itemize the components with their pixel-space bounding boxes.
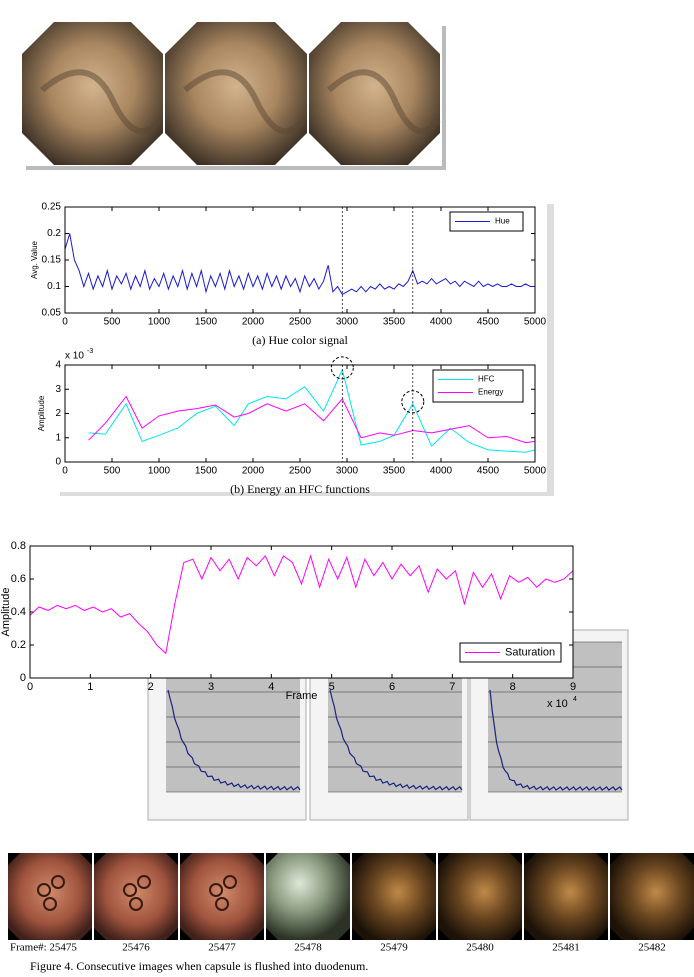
x-tick-label: 3000 xyxy=(336,317,359,328)
frame-label: Frame#: 25475 xyxy=(10,942,77,954)
endoscopy-image xyxy=(610,853,694,940)
figure-caption: Figure 4. Consecutive images when capsul… xyxy=(30,959,368,973)
x-tick-label: 3 xyxy=(208,681,214,693)
frame-label: 25477 xyxy=(208,942,236,954)
x-tick-label: 7 xyxy=(449,681,455,693)
y-tick-label: 0.25 xyxy=(42,202,62,213)
scale-base: x 10 xyxy=(65,351,84,362)
y-tick-label: 0.15 xyxy=(42,255,62,266)
x-tick-label: 1500 xyxy=(195,466,218,477)
frame-label: 25476 xyxy=(122,942,150,954)
endoscopy-image xyxy=(352,853,436,940)
x-tick-label: 2 xyxy=(148,681,154,693)
x-tick-label: 2000 xyxy=(242,466,265,477)
y-tick-label: 0.2 xyxy=(47,228,61,239)
x-tick-label: 2000 xyxy=(242,317,265,328)
y-tick-label: 0.4 xyxy=(11,606,26,618)
y-tick-label: 4 xyxy=(55,360,61,371)
endoscopy-image xyxy=(309,22,440,165)
x-tick-label: 4500 xyxy=(477,317,500,328)
x-tick-label: 6 xyxy=(389,681,395,693)
x-tick-label: 3500 xyxy=(383,317,406,328)
x-tick-label: 3500 xyxy=(383,466,406,477)
y-tick-label: 3 xyxy=(55,384,61,395)
y-tick-label: 0.2 xyxy=(11,639,26,651)
frame-label: 25478 xyxy=(294,942,322,954)
y-tick-label: 1 xyxy=(55,432,61,443)
x-tick-label: 5000 xyxy=(524,317,547,328)
endoscopy-image xyxy=(180,853,264,940)
y-tick-label: 0 xyxy=(20,672,26,684)
endoscopy-image xyxy=(438,853,522,940)
x-tick-label: 4 xyxy=(268,681,274,693)
x-tick-label: 500 xyxy=(104,466,121,477)
y-axis-label: Amplitude xyxy=(37,395,46,431)
x-tick-label: 0 xyxy=(62,466,68,477)
y-tick-label: 0.6 xyxy=(11,573,26,585)
x-tick-label: 2500 xyxy=(289,466,312,477)
x-tick-label: 0 xyxy=(27,681,33,693)
y-axis-label: Avg. Value xyxy=(30,240,39,279)
scale-exponent: 4 xyxy=(573,696,577,703)
y-tick-label: 0.05 xyxy=(42,308,62,319)
chart-caption: (a) Hue color signal xyxy=(252,333,348,347)
x-tick-label: 0 xyxy=(62,317,68,328)
endoscopy-image xyxy=(94,853,178,940)
endoscopy-image xyxy=(8,853,92,940)
legend-label: Saturation xyxy=(505,646,555,658)
y-axis-label: Amplitude xyxy=(0,588,12,637)
x-tick-label: 1500 xyxy=(195,317,218,328)
frame-label: 25480 xyxy=(466,942,494,954)
scale-exponent: -3 xyxy=(87,348,93,355)
x-tick-label: 3000 xyxy=(336,466,359,477)
x-tick-label: 1000 xyxy=(148,317,171,328)
x-tick-label: 1 xyxy=(87,681,93,693)
x-tick-label: 8 xyxy=(510,681,516,693)
legend-label: HFC xyxy=(478,375,495,384)
endoscopy-image xyxy=(266,853,350,940)
x-tick-label: 2500 xyxy=(289,317,312,328)
x-tick-label: 4000 xyxy=(430,317,453,328)
endoscopy-image xyxy=(524,853,608,940)
figure-page: Figure 4. Consecutive images when capsul… xyxy=(0,0,694,977)
x-tick-label: 5000 xyxy=(524,466,547,477)
endoscopy-image xyxy=(22,22,163,165)
y-tick-label: 0.8 xyxy=(11,540,26,552)
x-tick-label: 4500 xyxy=(477,466,500,477)
chart-caption: (b) Energy an HFC functions xyxy=(230,482,370,496)
y-tick-label: 0.1 xyxy=(47,281,61,292)
x-tick-label: 500 xyxy=(104,317,121,328)
x-tick-label: 9 xyxy=(570,681,576,693)
x-tick-label: 4000 xyxy=(430,466,453,477)
legend-label: Hue xyxy=(495,217,510,226)
x-tick-label: 5 xyxy=(329,681,335,693)
frame-label: 25479 xyxy=(380,942,408,954)
legend-label: Energy xyxy=(478,388,503,397)
x-axis-label: Frame xyxy=(286,690,318,702)
endoscopy-image xyxy=(165,22,307,165)
frame-label: 25481 xyxy=(552,942,580,954)
frame-label: 25482 xyxy=(638,942,666,954)
y-tick-label: 2 xyxy=(55,408,61,419)
scale-base: x 10 xyxy=(547,698,568,710)
x-tick-label: 1000 xyxy=(148,466,171,477)
y-tick-label: 0 xyxy=(55,457,61,468)
